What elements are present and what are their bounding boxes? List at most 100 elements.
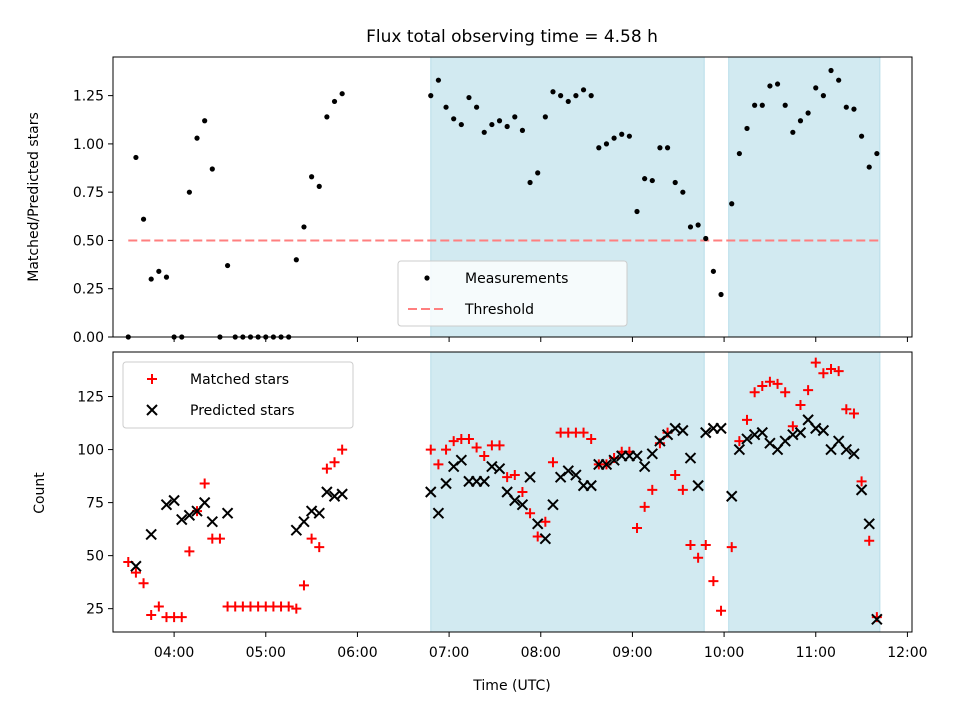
predicted-point — [336, 488, 348, 500]
data-point — [331, 98, 338, 105]
predicted-point — [817, 424, 830, 437]
legend-box — [122, 361, 354, 429]
predicted-point — [756, 426, 768, 439]
matched-point — [509, 470, 520, 481]
data-point — [148, 276, 154, 282]
predicted-point — [509, 494, 521, 507]
predicted-point — [298, 515, 310, 528]
matched-point — [856, 476, 867, 487]
data-point — [535, 170, 541, 176]
predicted-point — [313, 507, 325, 519]
data-point — [672, 179, 678, 186]
matched-point — [841, 404, 852, 415]
predicted-point — [741, 433, 753, 445]
data-point — [542, 114, 548, 120]
data-point — [858, 133, 865, 139]
predicted-point — [478, 475, 490, 488]
data-point — [202, 118, 208, 124]
y-tick-label: 25 — [86, 602, 104, 618]
y-tick-label: 0.75 — [73, 185, 104, 201]
predicted-point — [692, 479, 704, 492]
shaded-interval — [430, 351, 705, 633]
matched-point — [532, 531, 543, 542]
predicted-point — [547, 499, 559, 511]
matched-point — [749, 387, 760, 398]
matched-point — [803, 385, 814, 396]
data-point — [619, 131, 625, 137]
matched-point — [795, 400, 806, 411]
data-point — [626, 133, 632, 139]
matched-point — [433, 459, 444, 470]
matched-point — [138, 578, 149, 589]
predicted-point — [608, 454, 620, 466]
matched-point — [726, 542, 737, 553]
predicted-point — [531, 518, 544, 530]
x-axis-label: Time (UTC) — [472, 678, 550, 694]
y-tick-label: 50 — [86, 549, 104, 565]
data-point — [428, 93, 434, 99]
predicted-point — [425, 486, 437, 498]
data-point — [481, 129, 487, 135]
matched-point — [708, 576, 719, 587]
data-point — [140, 216, 147, 222]
matched-point — [780, 387, 791, 398]
data-point — [163, 274, 170, 280]
matched-point — [441, 444, 452, 455]
x-tick-label: 08:00 — [521, 645, 561, 661]
matched-point — [525, 508, 536, 519]
bottom-y-axis-label: Count — [32, 472, 48, 514]
bottom-panel: 04:00 05:00 06:00 07:00 08:00 09:00 10:00 11:00… — [77, 351, 928, 661]
legend-box — [397, 260, 628, 327]
predicted-point — [585, 479, 597, 492]
top-panel: 0.00 0.25 0.50 0.75 1.00 1.25 Measurements Thre… — [73, 56, 913, 346]
data-point — [301, 224, 307, 230]
predicted-point — [432, 507, 445, 519]
data-point — [527, 179, 533, 186]
matched-point — [693, 552, 704, 563]
y-tick-label: 0.25 — [73, 282, 104, 298]
predicted-point — [848, 448, 860, 460]
data-point — [519, 127, 526, 133]
x-tick-label: 12:00 — [887, 645, 927, 661]
data-point — [695, 222, 701, 228]
predicted-point — [840, 443, 853, 456]
data-point — [657, 145, 663, 151]
data-point — [339, 91, 345, 97]
predicted-point — [493, 462, 506, 475]
predicted-point — [638, 460, 651, 473]
data-point — [512, 114, 518, 120]
data-point — [489, 121, 495, 128]
data-point — [293, 257, 299, 263]
data-point — [573, 93, 579, 99]
legend: Measurements Threshold — [397, 260, 628, 327]
matched-point — [700, 540, 711, 551]
data-point — [736, 150, 742, 157]
matched-point — [685, 540, 696, 551]
data-point — [718, 291, 724, 298]
data-point — [843, 104, 849, 110]
chart-title: Flux total observing time = 4.58 h — [366, 27, 658, 47]
x-tick-label: 10:00 — [704, 645, 744, 661]
data-point — [611, 135, 617, 141]
predicted-point — [733, 443, 746, 456]
data-point — [790, 129, 796, 135]
matched-point — [214, 533, 225, 544]
matched-point — [502, 472, 513, 483]
matched-point — [818, 368, 829, 379]
data-point — [866, 164, 872, 170]
data-point — [820, 93, 826, 99]
matched-point — [153, 601, 164, 612]
y-tick-label: 1.00 — [73, 137, 104, 153]
matched-point — [306, 533, 317, 544]
predicted-point — [863, 518, 875, 530]
matched-point — [176, 612, 187, 623]
data-point — [836, 77, 842, 83]
matched-point — [764, 376, 775, 387]
predicted-point — [684, 452, 697, 464]
matched-point — [547, 457, 558, 468]
predicted-point — [631, 450, 643, 462]
data-point — [565, 98, 571, 105]
shaded-interval — [728, 351, 881, 633]
x-tick-label: 04:00 — [154, 645, 194, 661]
